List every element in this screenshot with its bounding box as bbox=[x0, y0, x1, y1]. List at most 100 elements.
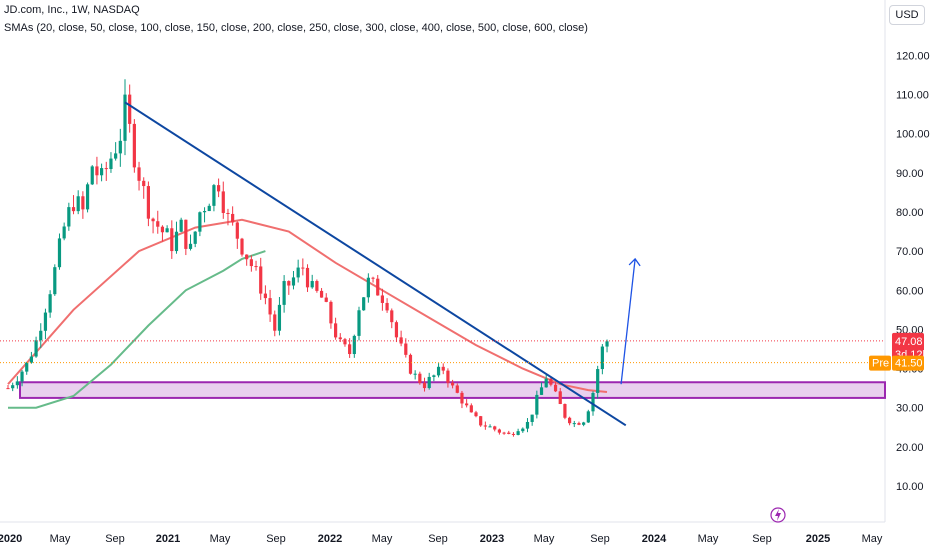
candle-body bbox=[591, 392, 595, 412]
time-tick-label: May bbox=[698, 533, 719, 545]
candle-body bbox=[507, 432, 511, 434]
candle-body bbox=[549, 378, 553, 385]
candle-body bbox=[516, 431, 520, 435]
candle-body bbox=[324, 297, 328, 302]
candle-body bbox=[319, 290, 324, 298]
candle-body bbox=[371, 277, 375, 279]
candle-body bbox=[118, 140, 122, 154]
candle-body bbox=[502, 432, 506, 434]
candle-body bbox=[39, 330, 43, 341]
candle-body bbox=[71, 207, 76, 212]
candle-body bbox=[240, 238, 244, 255]
projection-arrow[interactable] bbox=[620, 258, 636, 385]
sma-line-red bbox=[7, 218, 608, 393]
time-tick-label: 2025 bbox=[806, 533, 830, 545]
candle-body bbox=[48, 294, 52, 313]
candle-body bbox=[231, 213, 235, 223]
price-tick-label: 10.00 bbox=[896, 481, 924, 493]
candle-body bbox=[582, 422, 586, 425]
candle-body bbox=[156, 221, 160, 227]
candle-body bbox=[301, 267, 305, 269]
candle-body bbox=[273, 314, 277, 331]
candle-body bbox=[380, 295, 384, 303]
price-tick-label: 60.00 bbox=[896, 285, 924, 297]
candle-body bbox=[287, 281, 291, 286]
candle-body bbox=[605, 341, 609, 347]
premarket-value: 41.50 bbox=[895, 358, 923, 370]
candle-body bbox=[568, 417, 572, 424]
candle-body bbox=[109, 158, 113, 170]
chart-title: JD.com, Inc., 1W, NASDAQ bbox=[4, 4, 140, 16]
time-tick-label: 2023 bbox=[480, 533, 504, 545]
candle-body bbox=[245, 254, 249, 260]
candle-body bbox=[483, 425, 487, 427]
time-tick-label: 2020 bbox=[0, 533, 22, 545]
candle-body bbox=[446, 370, 450, 383]
price-tick-label: 120.00 bbox=[896, 50, 930, 62]
candle-body bbox=[348, 344, 352, 355]
indicator-legend[interactable]: SMAs (20, close, 50, close, 100, close, … bbox=[4, 22, 588, 34]
candle-body bbox=[469, 405, 473, 413]
premarket-label: Pre bbox=[872, 358, 889, 370]
candle-body bbox=[132, 123, 136, 168]
candle-body bbox=[563, 404, 567, 418]
candle-body bbox=[394, 322, 399, 338]
sma-line-green bbox=[8, 250, 266, 409]
candle-body bbox=[329, 301, 333, 324]
candle-body bbox=[310, 281, 314, 288]
candle-body bbox=[76, 196, 80, 212]
candle-body bbox=[259, 266, 263, 294]
candle-body bbox=[90, 166, 94, 185]
candle-body bbox=[408, 354, 413, 374]
candle-body bbox=[123, 94, 127, 141]
candle-body bbox=[282, 281, 286, 305]
candle-body bbox=[85, 184, 90, 210]
candle-body bbox=[357, 310, 361, 336]
candle-body bbox=[53, 267, 57, 295]
candle-body bbox=[263, 293, 267, 299]
candle-body bbox=[43, 312, 48, 331]
candle-body bbox=[217, 185, 221, 192]
candle-body bbox=[114, 153, 118, 159]
time-tick-label: Sep bbox=[105, 533, 125, 545]
candle-body bbox=[539, 387, 544, 395]
time-tick-label: Sep bbox=[752, 533, 772, 545]
candle-body bbox=[296, 267, 300, 278]
candle-body bbox=[6, 388, 10, 390]
candle-body bbox=[366, 277, 370, 298]
time-tick-label: 2022 bbox=[318, 533, 342, 545]
candle-body bbox=[535, 394, 539, 415]
candle-body bbox=[497, 429, 501, 433]
candle-body bbox=[100, 168, 104, 176]
time-tick-label: May bbox=[50, 533, 71, 545]
candle-body bbox=[404, 343, 408, 355]
currency-button[interactable]: USD bbox=[889, 5, 925, 25]
candle-body bbox=[390, 310, 394, 323]
price-tick-label: 80.00 bbox=[896, 207, 924, 219]
lightning-bolt-glyph bbox=[775, 509, 781, 521]
descending-trendline[interactable] bbox=[124, 101, 627, 427]
candle-body bbox=[488, 426, 492, 428]
candle-body bbox=[29, 356, 33, 363]
candle-body bbox=[193, 231, 197, 244]
candle-body bbox=[146, 186, 150, 219]
time-tick-label: Sep bbox=[428, 533, 448, 545]
candle-body bbox=[577, 423, 581, 425]
candle-body bbox=[422, 382, 427, 389]
candle-body bbox=[427, 376, 431, 389]
candle-body bbox=[25, 362, 29, 372]
price-tick-label: 100.00 bbox=[896, 129, 930, 141]
candle-body bbox=[362, 297, 366, 311]
candle-body bbox=[170, 228, 174, 252]
candle-body bbox=[343, 339, 347, 345]
candle-body bbox=[142, 180, 146, 187]
candle-body bbox=[553, 384, 558, 392]
last-price-tag bbox=[892, 332, 924, 363]
candle-body bbox=[104, 168, 108, 170]
candle-body bbox=[418, 373, 422, 383]
candle-body bbox=[184, 219, 188, 249]
price-tick-label: 30.00 bbox=[896, 403, 924, 415]
candle-body bbox=[315, 281, 319, 291]
candle-body bbox=[436, 366, 441, 376]
